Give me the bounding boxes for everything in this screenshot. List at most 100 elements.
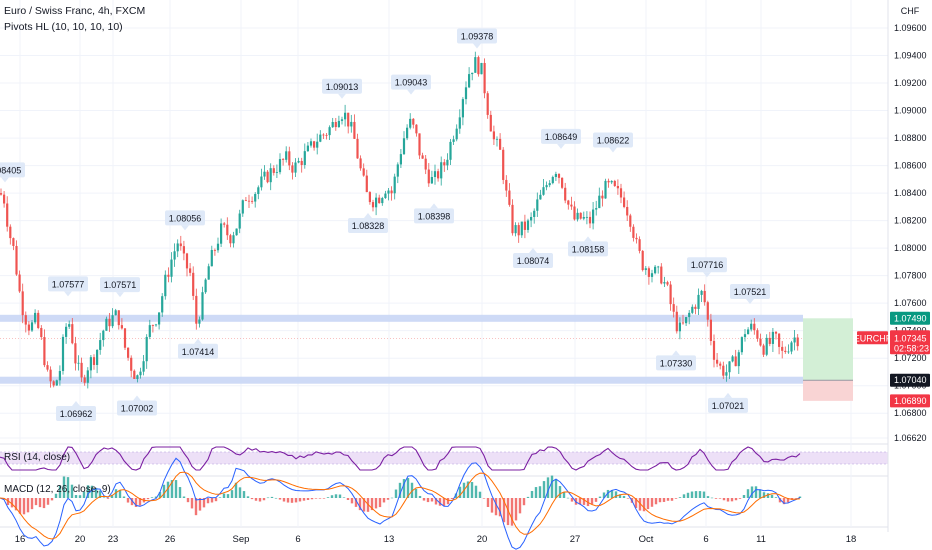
price-axis[interactable]: CHF 1.09600 1.09400 1.09200 1.09000 1.08800 1.… bbox=[887, 0, 932, 550]
long-position-tool[interactable] bbox=[803, 318, 853, 401]
macd-histogram-bar bbox=[666, 498, 670, 501]
candle-body bbox=[192, 272, 195, 296]
macd-histogram-bar bbox=[530, 490, 534, 498]
candle-body bbox=[207, 266, 210, 280]
candle-body bbox=[294, 162, 297, 173]
candle-body bbox=[595, 208, 598, 210]
macd-histogram-bar bbox=[230, 490, 234, 498]
candle-body bbox=[644, 268, 647, 271]
candle-body bbox=[9, 226, 12, 239]
candle-body bbox=[282, 159, 285, 160]
candle-body bbox=[58, 370, 61, 381]
macd-histogram-bar bbox=[370, 498, 374, 511]
candle-body bbox=[666, 282, 669, 285]
candle-body bbox=[675, 311, 678, 332]
macd-histogram-bar bbox=[786, 498, 790, 503]
candle-body bbox=[55, 380, 58, 386]
candle-body bbox=[6, 203, 9, 227]
pivot-value: 1.09043 bbox=[395, 78, 428, 88]
macd-histogram-bar bbox=[510, 498, 514, 526]
candle-body bbox=[784, 350, 787, 353]
candle-body bbox=[406, 127, 409, 139]
candle-body bbox=[430, 177, 433, 184]
candle-body bbox=[235, 228, 238, 236]
candle-body bbox=[46, 365, 49, 370]
time-tick-label: 13 bbox=[384, 534, 395, 545]
rsi-label[interactable]: RSI (14, close) bbox=[4, 452, 71, 463]
macd-histogram-bar bbox=[718, 498, 722, 499]
indicator-label[interactable]: Pivots HL (10, 10, 10, 10) bbox=[4, 21, 123, 33]
candle-body bbox=[641, 250, 644, 271]
macd-histogram-bar bbox=[582, 498, 586, 505]
candle-body bbox=[458, 117, 461, 129]
candle-body bbox=[533, 210, 536, 217]
candle-body bbox=[781, 346, 784, 351]
price-zone bbox=[0, 314, 803, 322]
candle-body bbox=[365, 175, 368, 193]
time-axis[interactable]: 16 20 23 26 Sep 6 13 20 27 Oct 6 11 18 bbox=[15, 534, 857, 545]
macd-histogram-bar bbox=[86, 485, 90, 498]
pivot-value: 1.08649 bbox=[545, 132, 578, 142]
macd-histogram-bar bbox=[130, 498, 134, 506]
pivot-high-label: 1.09043 bbox=[391, 74, 431, 95]
candle-body bbox=[40, 327, 43, 338]
candle-body bbox=[523, 221, 526, 230]
candle-body bbox=[387, 190, 390, 194]
macd-histogram-bar bbox=[234, 482, 238, 498]
macd-histogram-bar bbox=[642, 498, 646, 512]
macd-histogram-bar bbox=[102, 497, 106, 499]
candle-body bbox=[173, 251, 176, 260]
candle-body bbox=[709, 319, 712, 341]
candle-body bbox=[21, 291, 24, 316]
macd-histogram-bar bbox=[714, 498, 718, 499]
candle-body bbox=[77, 362, 80, 364]
macd-histogram-bar bbox=[770, 494, 774, 498]
candle-body bbox=[164, 274, 167, 297]
candle-body bbox=[517, 225, 520, 236]
macd-histogram-bar bbox=[174, 480, 178, 498]
pivot-value: 1.07571 bbox=[104, 280, 137, 290]
macd-histogram-bar bbox=[106, 498, 110, 499]
candle-body bbox=[34, 312, 37, 323]
target-price-tag bbox=[890, 311, 930, 325]
pivot-value: 1.09378 bbox=[461, 32, 494, 42]
rsi-line bbox=[0, 446, 801, 471]
candle-body bbox=[762, 345, 765, 355]
macd-histogram-bar bbox=[134, 498, 138, 507]
candle-body bbox=[158, 312, 161, 325]
macd-histogram-bar bbox=[558, 486, 562, 498]
macd-histogram-bar bbox=[206, 498, 210, 504]
candle-body bbox=[771, 331, 774, 344]
candle-body bbox=[232, 235, 235, 244]
macd-histogram-bar bbox=[614, 491, 618, 498]
macd-histogram-bar bbox=[478, 491, 482, 498]
pivot-high-label: 1.07577 bbox=[48, 276, 88, 297]
price-tick-label: 1.08800 bbox=[894, 133, 927, 143]
macd-histogram-bar bbox=[638, 498, 642, 511]
macd-histogram-bar bbox=[122, 496, 126, 498]
pivot-box bbox=[178, 343, 218, 359]
candle-body bbox=[483, 62, 486, 94]
countdown-timer: 02:58:23 bbox=[894, 343, 929, 353]
candle-body bbox=[567, 200, 570, 205]
pivot-high-label: 1.08649 bbox=[541, 128, 581, 149]
pivot-pointer bbox=[430, 203, 438, 209]
macd-histogram-bar bbox=[214, 498, 218, 502]
macd-histogram-bar bbox=[774, 497, 778, 498]
candle-body bbox=[551, 176, 554, 184]
macd-label[interactable]: MACD (12, 26, close, 9) bbox=[4, 484, 111, 495]
position-target-area bbox=[803, 318, 853, 381]
candle-body bbox=[148, 325, 151, 337]
pivot-labels: 1.08405 1.07577 1.07571 1.08056 1.09013 1.090… bbox=[0, 28, 770, 421]
macd-histogram-bar bbox=[314, 498, 318, 499]
macd-histogram-bar bbox=[398, 482, 402, 498]
pivot-high-label: 1.07521 bbox=[730, 284, 770, 305]
candle-body bbox=[778, 333, 781, 347]
candle-body bbox=[706, 302, 709, 320]
pivot-box bbox=[513, 252, 553, 268]
pivot-box bbox=[541, 128, 581, 144]
macd-histogram-bar bbox=[50, 498, 54, 501]
pivot-box bbox=[568, 241, 608, 257]
macd-histogram-bar bbox=[326, 497, 330, 498]
